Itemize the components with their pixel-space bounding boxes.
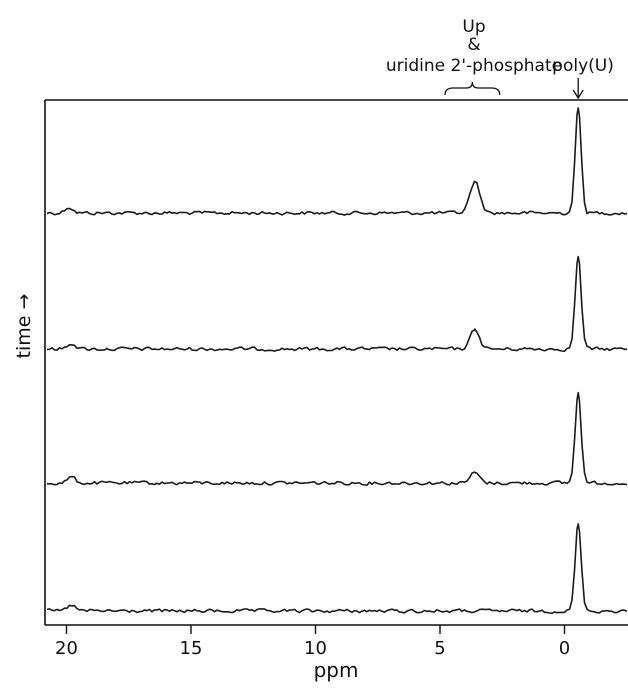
polyu-arrow-head xyxy=(572,89,584,100)
spectra-traces xyxy=(46,107,628,614)
spectrum-trace-4 xyxy=(46,523,628,614)
annotation-brace xyxy=(444,81,501,96)
x-axis-ticks: 20 15 10 5 0 xyxy=(55,625,570,659)
annotation-polyu-arrow xyxy=(572,78,584,100)
x-tick-label-20: 20 xyxy=(55,638,78,659)
spectrum-trace-2 xyxy=(46,255,628,352)
x-tick-label-5: 5 xyxy=(434,638,445,659)
x-tick-label-10: 10 xyxy=(304,638,327,659)
annotation-polyu-label: poly(U) xyxy=(552,56,614,76)
annotation-ampersand: & xyxy=(467,35,480,55)
x-tick-label-15: 15 xyxy=(180,638,203,659)
x-axis-label: ppm xyxy=(314,658,359,682)
x-tick-label-0: 0 xyxy=(559,638,570,659)
y-axis-label: time → xyxy=(13,294,35,359)
spectrum-trace-1 xyxy=(46,107,628,216)
annotation-up-label: Up xyxy=(462,17,485,37)
spectrum-trace-3 xyxy=(47,391,628,486)
annotation-uridine-label: uridine 2'-phosphate xyxy=(386,56,562,76)
